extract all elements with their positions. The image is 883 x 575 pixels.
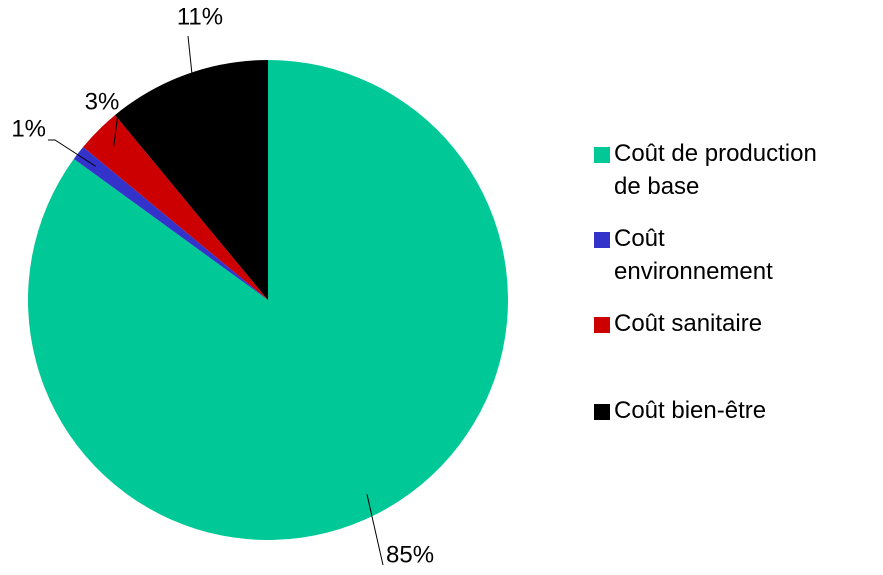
legend-label: Coût de production de base <box>614 140 817 200</box>
leader-line <box>48 139 97 167</box>
pie-slice <box>83 115 269 301</box>
legend-swatch <box>594 404 610 420</box>
legend-swatch <box>594 232 610 248</box>
legend-swatch <box>594 317 610 333</box>
leader-line <box>366 494 384 566</box>
legend-label: Coût bien-être <box>614 397 766 424</box>
legend-line: environnement <box>614 258 773 285</box>
legend-line: de base <box>614 173 699 200</box>
legend-line: Coût sanitaire <box>614 310 762 337</box>
pie-slice <box>73 147 268 300</box>
legend-line: Coût de production <box>614 140 817 167</box>
legend-swatch <box>594 147 610 163</box>
legend-line: Coût <box>614 225 665 252</box>
legend-label: Coût environnement <box>614 225 773 285</box>
data-label: 3% <box>85 88 120 115</box>
data-label: 1% <box>11 115 46 142</box>
leader-line <box>113 112 119 146</box>
pie-slice <box>115 60 268 300</box>
legend-line: Coût bien-être <box>614 397 766 424</box>
data-label: 85% <box>386 541 434 568</box>
leader-line <box>187 35 195 95</box>
data-label: 11% <box>177 3 223 30</box>
legend-label: Coût sanitaire <box>614 310 762 337</box>
